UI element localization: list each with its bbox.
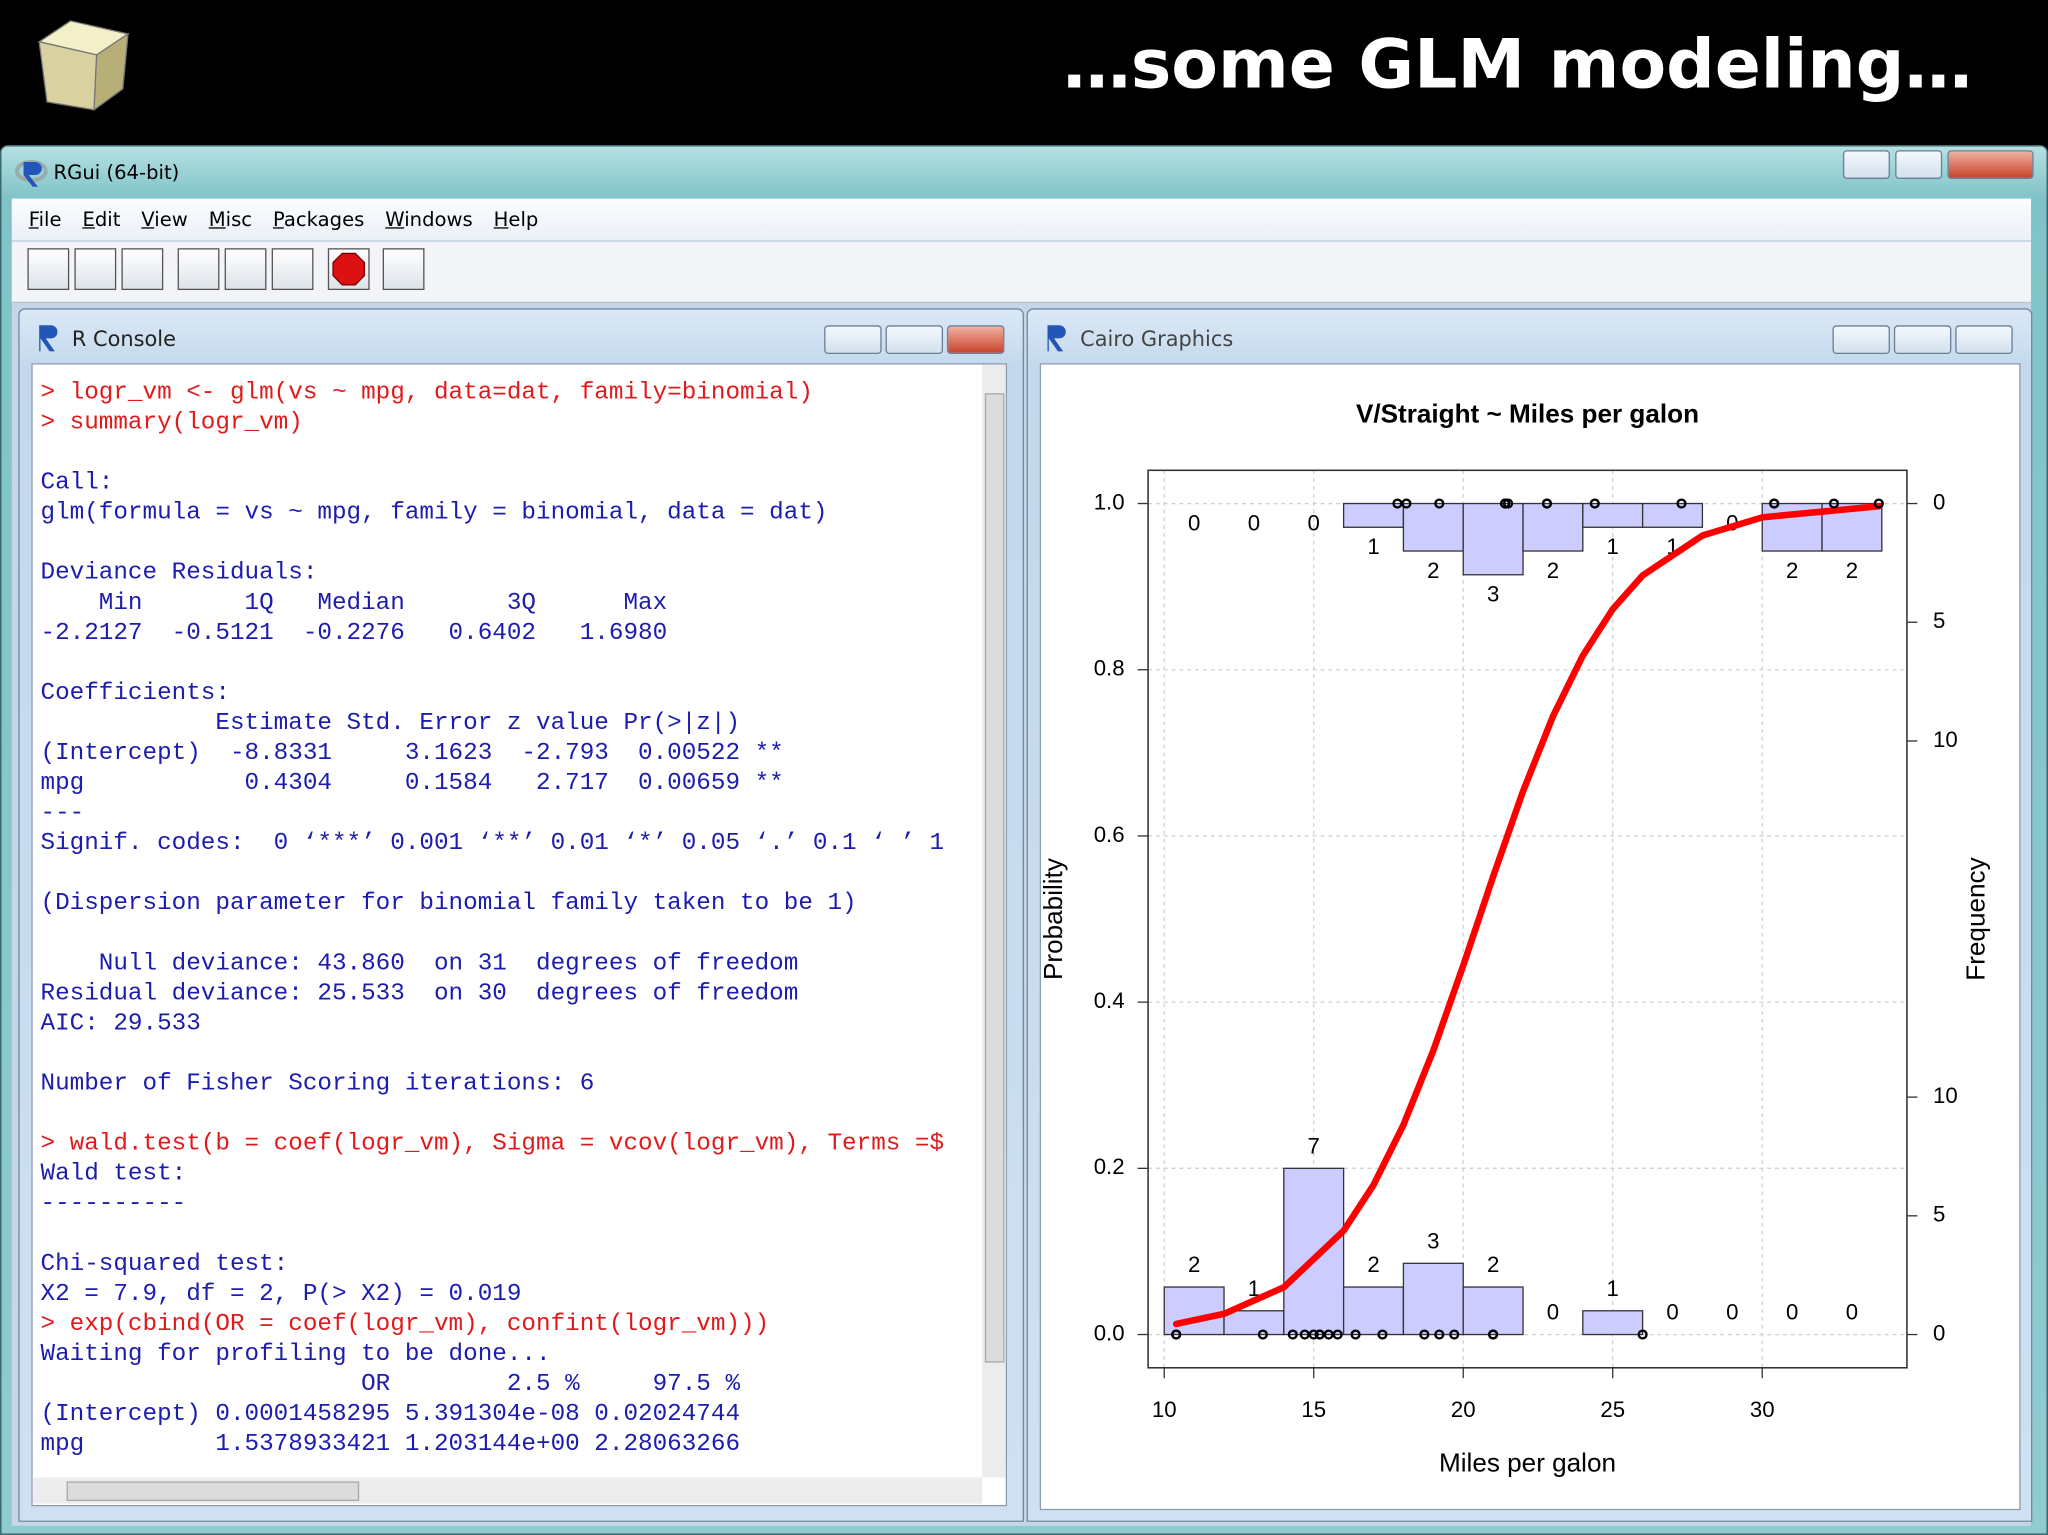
console-output: glm(formula = vs ~ mpg, family = binomia…	[40, 499, 828, 527]
console-output: OR 2.5 % 97.5 %	[40, 1370, 741, 1398]
refresh-button[interactable]	[271, 248, 314, 291]
stop-button[interactable]	[327, 248, 370, 291]
cube-icon	[37, 20, 130, 112]
console-output: AIC: 29.533	[40, 1009, 201, 1038]
console-block: Call: glm(formula = vs ~ mpg, family = bi…	[40, 468, 944, 528]
console-output: X2 = 7.9, df = 2, P(> X2) = 0.019	[40, 1280, 522, 1308]
console-block: Coefficients: Estimate Std. Error z valu…	[40, 678, 944, 858]
close-button[interactable]	[1947, 150, 2034, 179]
minimize-button[interactable]	[824, 325, 882, 355]
console-block: Chi-squared test: X2 = 7.9, df = 2, P(> X…	[40, 1249, 944, 1459]
console-output: Null deviance: 43.860 on 31 degrees of f…	[40, 949, 799, 978]
menu-item[interactable]: Edit	[82, 207, 121, 232]
minimize-button[interactable]	[1842, 150, 1890, 179]
menu-item[interactable]: Help	[493, 207, 539, 232]
console-output: Coefficients:	[40, 679, 230, 707]
graphics-window: Cairo Graphics	[1026, 308, 2033, 1522]
console-block: > logr_vm <- glm(vs ~ mpg, data=dat, fam…	[40, 378, 944, 438]
console-output: Number of Fisher Scoring iterations: 6	[40, 1069, 595, 1098]
console-block: Number of Fisher Scoring iterations: 6	[40, 1069, 944, 1099]
menu-item[interactable]: Windows	[385, 207, 473, 232]
stop-icon	[332, 252, 366, 286]
r-logo	[1047, 325, 1066, 352]
r-logo	[39, 325, 58, 352]
console-block: Deviance Residuals: Min 1Q Median 3Q Max…	[40, 558, 944, 648]
console-output: Signif. codes: 0 ‘***’ 0.001 ‘**’ 0.01 ‘…	[40, 829, 945, 857]
console-output: Wald test:	[40, 1160, 187, 1188]
console-block: Null deviance: 43.860 on 31 degrees of f…	[40, 948, 944, 1038]
console-input: > wald.test(b = coef(logr_vm), Sigma = v…	[40, 1130, 945, 1158]
console-input: > summary(logr_vm)	[40, 408, 303, 437]
close-button[interactable]	[946, 325, 1005, 355]
menu-item[interactable]: Packages	[272, 207, 365, 232]
maximize-button[interactable]	[1895, 150, 1943, 179]
print-button[interactable]	[382, 248, 425, 291]
scroll-thumb[interactable]	[66, 1481, 360, 1502]
menu-item[interactable]: File	[28, 207, 62, 232]
console-output: mpg 1.5378933421 1.203144e+00 2.28063266	[40, 1430, 741, 1458]
rgui-window: RGui (64-bit) File Edit View Misc Packages Wi…	[0, 145, 2048, 1535]
minimize-button[interactable]	[1832, 325, 1890, 355]
console-output: Estimate Std. Error z value Pr(>|z|)	[40, 709, 784, 737]
console-output: Residual deviance: 25.533 on 30 degrees …	[40, 979, 799, 1008]
window-title: RGui (64-bit)	[53, 160, 180, 185]
save-button[interactable]	[121, 248, 164, 291]
console-output: (Intercept) 0.0001458295 5.391304e-08 0.…	[40, 1400, 741, 1428]
menu-bar: File Edit View Misc Packages Windows Help	[11, 198, 2032, 242]
load-button[interactable]	[74, 248, 117, 291]
open-button[interactable]	[27, 248, 70, 291]
paste-button[interactable]	[224, 248, 267, 291]
close-button[interactable]	[1955, 325, 2013, 355]
console-client: > logr_vm <- glm(vs ~ mpg, data=dat, fam…	[31, 363, 1008, 1507]
maximize-button[interactable]	[1893, 325, 1952, 355]
console-input: > exp(cbind(OR = coef(logr_vm), confint(…	[40, 1310, 770, 1338]
console-block: (Dispersion parameter for binomial famil…	[40, 888, 944, 918]
console-output: Call:	[40, 468, 114, 497]
horizontal-scrollbar[interactable]	[32, 1477, 983, 1504]
vertical-scrollbar[interactable]	[982, 364, 1006, 1478]
graphics-title: Cairo Graphics	[1080, 326, 1234, 352]
console-output: (Dispersion parameter for binomial famil…	[40, 889, 857, 918]
menu-item[interactable]: Misc	[208, 207, 253, 232]
console-output: ----------	[40, 1190, 187, 1218]
slide-title: …some GLM modeling…	[1062, 26, 1973, 105]
r-logo	[15, 160, 48, 187]
console-input: > logr_vm <- glm(vs ~ mpg, data=dat, fam…	[40, 378, 813, 407]
console-output: ---	[40, 799, 85, 827]
console-block: > wald.test(b = coef(logr_vm), Sigma = v…	[40, 1129, 944, 1219]
console-output: mpg 0.4304 0.1584 2.717 0.00659 **	[40, 769, 784, 797]
console-output: Min 1Q Median 3Q Max	[40, 589, 697, 617]
console-output: Waiting for profiling to be done...	[40, 1340, 551, 1368]
console-output: (Intercept) -8.8331 3.1623 -2.793 0.0052…	[40, 739, 784, 767]
graphics-client	[1039, 363, 2021, 1511]
console-output: Deviance Residuals:	[40, 559, 332, 587]
console-output: -2.2127 -0.5121 -0.2276 0.6402 1.6980	[40, 619, 697, 647]
scroll-thumb[interactable]	[984, 393, 1005, 1363]
toolbar	[11, 241, 2032, 304]
copy-button[interactable]	[177, 248, 220, 291]
console-window: R Console > logr_vm <- glm(vs ~ mpg, dat…	[18, 308, 1024, 1522]
console-title: R Console	[71, 326, 176, 352]
console-text: > logr_vm <- glm(vs ~ mpg, data=dat, fam…	[40, 378, 944, 1490]
menu-item[interactable]: View	[141, 207, 188, 232]
console-output: Chi-squared test:	[40, 1250, 289, 1278]
maximize-button[interactable]	[885, 325, 944, 355]
slide-banner: …some GLM modeling…	[0, 0, 2048, 146]
mdi-area: R Console > logr_vm <- glm(vs ~ mpg, dat…	[11, 303, 2033, 1526]
